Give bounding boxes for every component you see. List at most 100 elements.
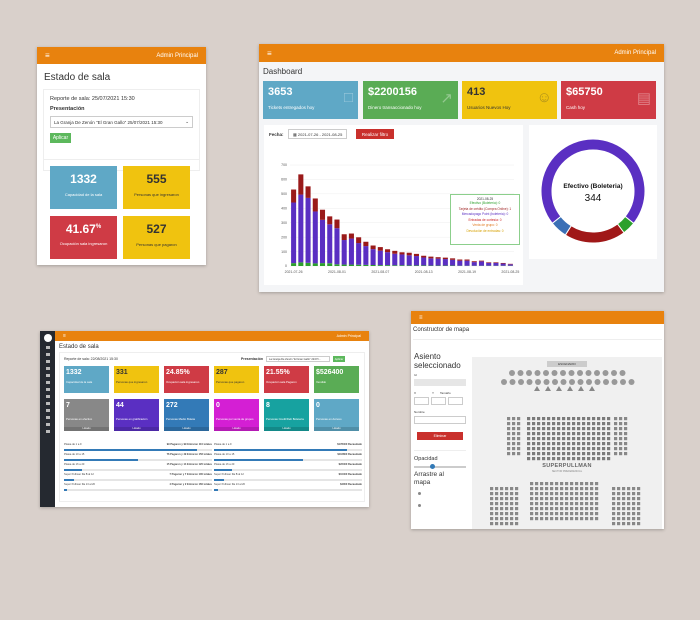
slider-handle[interactable] [430, 464, 435, 469]
y-tick-label: 100 [281, 250, 287, 254]
sidebar-nav-icon[interactable] [45, 346, 50, 349]
sidebar-nav-icon[interactable] [45, 367, 50, 370]
seat [537, 422, 541, 426]
seat [619, 442, 623, 446]
sidebar-nav-icon[interactable] [45, 423, 50, 426]
apply-button[interactable]: Aplicar [333, 356, 345, 362]
seat [526, 370, 532, 376]
row-value: 76 Pagaron y 49 Entraron 156 totales [166, 453, 212, 456]
menu-icon[interactable]: ≡ [63, 333, 66, 339]
seat [637, 487, 641, 491]
seat [552, 447, 556, 451]
seat [612, 517, 616, 521]
seat [527, 422, 531, 426]
size-input[interactable] [448, 397, 463, 405]
seat [560, 487, 564, 491]
seat [532, 432, 536, 436]
seat [572, 447, 576, 451]
y-input[interactable] [431, 397, 446, 405]
seat [602, 447, 606, 451]
row-value: $178400 Recaudado [337, 443, 362, 446]
sidebar-nav-icon[interactable] [45, 409, 50, 412]
seat [557, 427, 561, 431]
seat [582, 437, 586, 441]
seat [532, 447, 536, 451]
opacity-slider[interactable] [414, 464, 466, 469]
seat [587, 437, 591, 441]
sidebar-nav-icon[interactable] [45, 360, 50, 363]
kpi-cash: $65750 Cash hoy ▤ [561, 81, 656, 119]
seat [505, 512, 509, 516]
seat [592, 417, 596, 421]
seat [552, 379, 558, 385]
row-value: $116800 Recaudado [337, 453, 362, 456]
seat [535, 517, 539, 521]
menu-icon[interactable]: ≡ [45, 51, 50, 60]
apply-button[interactable]: Aplicar [50, 133, 71, 143]
top-bar: ≡ [411, 311, 664, 324]
sidebar-nav-icon[interactable] [45, 381, 50, 384]
sidebar-nav-icon[interactable] [45, 353, 50, 356]
sidebar-nav-icon[interactable] [45, 430, 50, 433]
presentation-select[interactable]: La Granja De Zenón "El Gran Gallo" 22/07… [266, 356, 330, 362]
seat [567, 422, 571, 426]
stat-value: 0 [216, 402, 220, 409]
bar-segment [392, 250, 398, 254]
x-label: X [414, 391, 417, 395]
x-input[interactable] [414, 397, 429, 405]
drag-seat-icon[interactable] [418, 492, 421, 495]
seat [495, 522, 499, 526]
user-menu[interactable]: Admin Principal [614, 50, 656, 56]
seat [632, 492, 636, 496]
sidebar-nav-icon[interactable] [45, 402, 50, 405]
id-input[interactable] [414, 379, 466, 386]
bar-segment [442, 257, 448, 260]
seat [543, 370, 549, 376]
presentation-select[interactable]: La Granja De Zenón "El Gran Gallo" 25/07… [50, 116, 193, 128]
list-link[interactable]: Listado [64, 427, 109, 431]
progress-row: Platea de 16 a 20 15 Pagaron y 14 Entraro… [64, 463, 212, 471]
seat [550, 507, 554, 511]
seat [592, 442, 596, 446]
name-input[interactable] [414, 416, 466, 424]
sidebar-nav-icon[interactable] [45, 374, 50, 377]
seat [592, 437, 596, 441]
row-label: Super Pullman fila 13 al 20 [64, 483, 95, 486]
user-menu[interactable]: Admin Principal [336, 334, 361, 338]
seat [562, 422, 566, 426]
seat [526, 379, 533, 385]
drag-seat-icon[interactable] [418, 504, 421, 507]
kpi-caption: Dinero transaccionado hoy [368, 105, 422, 110]
seat [575, 502, 579, 506]
list-link[interactable]: Listado [164, 427, 209, 431]
seat [612, 497, 616, 501]
logo-icon [43, 334, 52, 342]
seat [552, 457, 556, 461]
list-link[interactable]: Listado [214, 427, 259, 431]
delete-button[interactable]: Eliminar [417, 432, 463, 440]
stat-caption: Capacidad de la sala [66, 380, 93, 384]
seat [515, 507, 519, 511]
menu-icon[interactable]: ≡ [419, 314, 423, 321]
bar-segment [363, 241, 369, 247]
sidebar-nav-icon[interactable] [45, 395, 50, 398]
tooltip-row: Tarjeta de crédito (Compra Online): 1 [458, 206, 512, 211]
seat [587, 442, 591, 446]
date-range-picker[interactable]: ▦ 2021-07-26 - 2021-08-25 [288, 129, 348, 139]
seat [515, 492, 519, 496]
sidebar-nav-icon[interactable] [45, 416, 50, 419]
seat-map[interactable]: ESCENARIO SUPERPULLMAN SECTOR PREFERENCI… [472, 357, 662, 529]
sidebar-nav-icon[interactable] [45, 388, 50, 391]
seat [597, 437, 601, 441]
user-menu[interactable]: Admin Principal [156, 52, 198, 59]
seat [585, 482, 589, 486]
seat [545, 492, 549, 496]
row-label: Platea de 1 a 9 [214, 443, 232, 446]
filter-button[interactable]: Realizar filtro [356, 129, 394, 139]
seat [572, 432, 576, 436]
seat [505, 517, 509, 521]
list-link[interactable]: Listado [114, 427, 159, 431]
list-link[interactable]: Listado [314, 427, 359, 431]
menu-icon[interactable]: ≡ [267, 48, 272, 58]
list-link[interactable]: Listado [264, 427, 309, 431]
